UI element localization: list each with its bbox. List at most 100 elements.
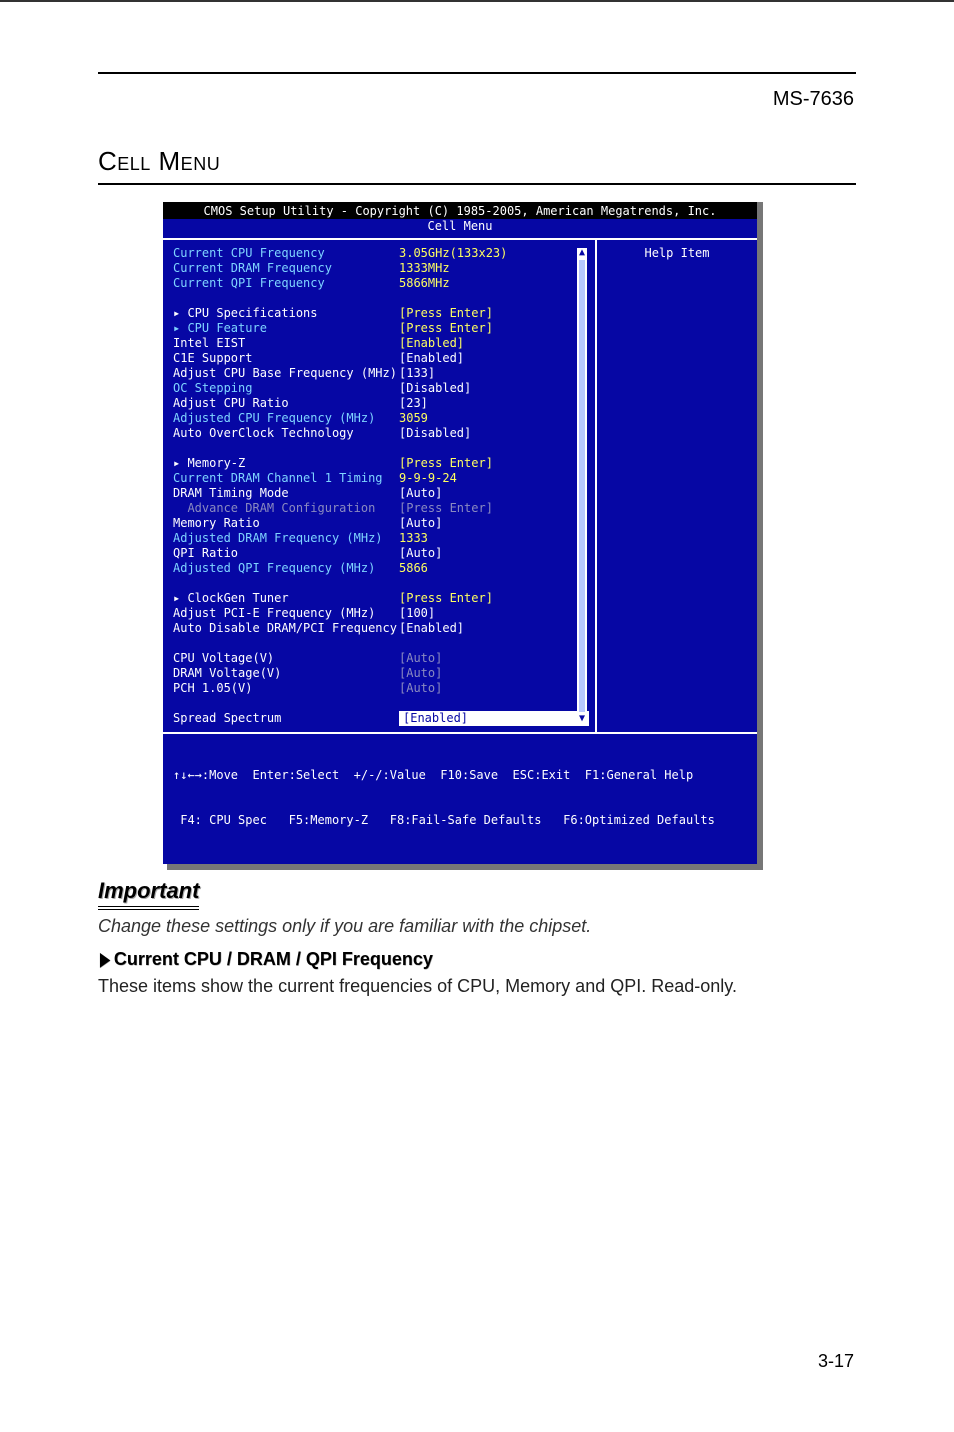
bios-row[interactable]: Adjusted DRAM Frequency (MHz)1333: [173, 531, 589, 546]
bios-row[interactable]: Current DRAM Frequency1333MHz: [173, 261, 589, 276]
divider-top: [98, 72, 856, 74]
subsection-heading: ▶Current CPU / DRAM / QPI Frequency: [98, 949, 856, 970]
bios-row[interactable]: PCH 1.05(V)[Auto]: [173, 681, 589, 696]
bios-row-label: ▸ Memory-Z: [173, 456, 399, 471]
bios-window: CMOS Setup Utility - Copyright (C) 1985-…: [163, 202, 763, 870]
bios-row[interactable]: DRAM Timing Mode[Auto]: [173, 486, 589, 501]
bios-row-value: [Auto]: [399, 546, 589, 561]
bios-row[interactable]: Intel EIST[Enabled]: [173, 336, 589, 351]
bios-row-label: PCH 1.05(V): [173, 681, 399, 696]
bios-row[interactable]: Current DRAM Channel 1 Timing9-9-9-24: [173, 471, 589, 486]
model-label: MS-7636: [773, 88, 854, 111]
bios-row-label: Adjust CPU Base Frequency (MHz): [173, 366, 399, 381]
bios-row-value: [Enabled]: [399, 336, 589, 351]
bios-row[interactable]: Current CPU Frequency3.05GHz(133x23): [173, 246, 589, 261]
bios-footer: ↑↓←→:Move Enter:Select +/-/:Value F10:Sa…: [163, 734, 757, 864]
bios-row-label: Auto OverClock Technology: [173, 426, 399, 441]
bios-row[interactable]: Spread Spectrum[Enabled]: [173, 711, 589, 726]
bios-row-value: [23]: [399, 396, 589, 411]
bios-row-value: [100]: [399, 606, 589, 621]
bios-row[interactable]: CPU Voltage(V)[Auto]: [173, 651, 589, 666]
spacer: [173, 291, 589, 306]
bios-row-label: Adjusted QPI Frequency (MHz): [173, 561, 399, 576]
bios-rows: ▲ ▼ Current CPU Frequency3.05GHz(133x23)…: [173, 246, 589, 726]
bios-row-value: [Disabled]: [399, 426, 589, 441]
bios-help-pane: Help Item: [597, 240, 757, 732]
bios-row-value: [133]: [399, 366, 589, 381]
bios-settings-pane: ▲ ▼ Current CPU Frequency3.05GHz(133x23)…: [163, 240, 597, 732]
divider: [98, 183, 856, 185]
bios-row[interactable]: ▸ ClockGen Tuner[Press Enter]: [173, 591, 589, 606]
bios-row-label: Current CPU Frequency: [173, 246, 399, 261]
bios-subtitle: Cell Menu: [163, 219, 757, 240]
bios-row[interactable]: Adjust CPU Base Frequency (MHz)[133]: [173, 366, 589, 381]
bios-row[interactable]: Adjusted CPU Frequency (MHz)3059: [173, 411, 589, 426]
bios-row-label: Adjusted CPU Frequency (MHz): [173, 411, 399, 426]
spacer: [173, 636, 589, 651]
bios-row-label: QPI Ratio: [173, 546, 399, 561]
heading-wrap: Cell Menu: [98, 146, 856, 185]
bios-row-value: [Auto]: [399, 681, 589, 696]
bios-row[interactable]: Memory Ratio[Auto]: [173, 516, 589, 531]
bios-row[interactable]: Adjust PCI-E Frequency (MHz)[100]: [173, 606, 589, 621]
section-heading-cell-menu: Cell Menu: [98, 146, 856, 177]
bios-row-label: Current QPI Frequency: [173, 276, 399, 291]
bios-row-value: [Disabled]: [399, 381, 589, 396]
bios-row-label: Adjust CPU Ratio: [173, 396, 399, 411]
bios-row[interactable]: Adjusted QPI Frequency (MHz)5866: [173, 561, 589, 576]
bios-row-label: Current DRAM Channel 1 Timing: [173, 471, 399, 486]
bios-row[interactable]: QPI Ratio[Auto]: [173, 546, 589, 561]
bios-row[interactable]: Advance DRAM Configuration[Press Enter]: [173, 501, 589, 516]
bios-row-label: OC Stepping: [173, 381, 399, 396]
bios-row-value: [Press Enter]: [399, 306, 589, 321]
scroll-down-icon[interactable]: ▼: [579, 714, 585, 724]
bios-row[interactable]: Adjust CPU Ratio[23]: [173, 396, 589, 411]
bios-row[interactable]: Current QPI Frequency5866MHz: [173, 276, 589, 291]
scroll-up-icon[interactable]: ▲: [579, 248, 585, 258]
bios-row[interactable]: ▸ Memory-Z[Press Enter]: [173, 456, 589, 471]
bios-row-value: 5866: [399, 561, 589, 576]
bios-row-value: [Auto]: [399, 486, 589, 501]
bios-screen: CMOS Setup Utility - Copyright (C) 1985-…: [163, 202, 757, 864]
bios-row-value: 9-9-9-24: [399, 471, 589, 486]
bios-row-label: ▸ CPU Specifications: [173, 306, 399, 321]
help-title: Help Item: [603, 246, 751, 261]
footer-line-2: F4: CPU Spec F5:Memory-Z F8:Fail-Safe De…: [173, 813, 747, 828]
bios-row-label: CPU Voltage(V): [173, 651, 399, 666]
bios-row-label: Spread Spectrum: [173, 711, 399, 726]
bios-row-label: Auto Disable DRAM/PCI Frequency: [173, 621, 399, 636]
bios-row-label: C1E Support: [173, 351, 399, 366]
bios-row[interactable]: C1E Support[Enabled]: [173, 351, 589, 366]
bios-row-value: [Press Enter]: [399, 501, 589, 516]
bios-row-label: Advance DRAM Configuration: [173, 501, 399, 516]
bios-row-value: [Auto]: [399, 516, 589, 531]
bios-row[interactable]: Auto Disable DRAM/PCI Frequency[Enabled]: [173, 621, 589, 636]
bios-row-value: 1333MHz: [399, 261, 589, 276]
bios-row[interactable]: Auto OverClock Technology[Disabled]: [173, 426, 589, 441]
important-text: Change these settings only if you are fa…: [98, 916, 856, 937]
triangle-icon: ▶: [100, 949, 110, 970]
bios-row-label: DRAM Voltage(V): [173, 666, 399, 681]
bios-row-value: [Auto]: [399, 666, 589, 681]
bios-row-label: Intel EIST: [173, 336, 399, 351]
spacer: [173, 576, 589, 591]
page-number: 3-17: [818, 1351, 854, 1372]
bios-title: CMOS Setup Utility - Copyright (C) 1985-…: [163, 202, 757, 219]
scroll-track[interactable]: [579, 260, 585, 712]
bios-row-value: 3.05GHz(133x23): [399, 246, 589, 261]
subsection-heading-text: Current CPU / DRAM / QPI Frequency: [114, 949, 433, 969]
bios-row[interactable]: ▸ CPU Specifications[Press Enter]: [173, 306, 589, 321]
footer-line-1: ↑↓←→:Move Enter:Select +/-/:Value F10:Sa…: [173, 768, 747, 783]
bios-row-value: [Press Enter]: [399, 456, 589, 471]
bios-row-label: ▸ ClockGen Tuner: [173, 591, 399, 606]
subsection-body: These items show the current frequencies…: [98, 976, 856, 997]
bios-row[interactable]: DRAM Voltage(V)[Auto]: [173, 666, 589, 681]
bios-row-label: Memory Ratio: [173, 516, 399, 531]
important-label: Important: [98, 878, 199, 910]
bios-row[interactable]: ▸ CPU Feature[Press Enter]: [173, 321, 589, 336]
shadow-bottom: [167, 864, 757, 870]
scrollbar[interactable]: ▲ ▼: [577, 248, 587, 724]
bios-row-value: [Auto]: [399, 651, 589, 666]
bios-row[interactable]: OC Stepping[Disabled]: [173, 381, 589, 396]
bios-row-label: ▸ CPU Feature: [173, 321, 399, 336]
